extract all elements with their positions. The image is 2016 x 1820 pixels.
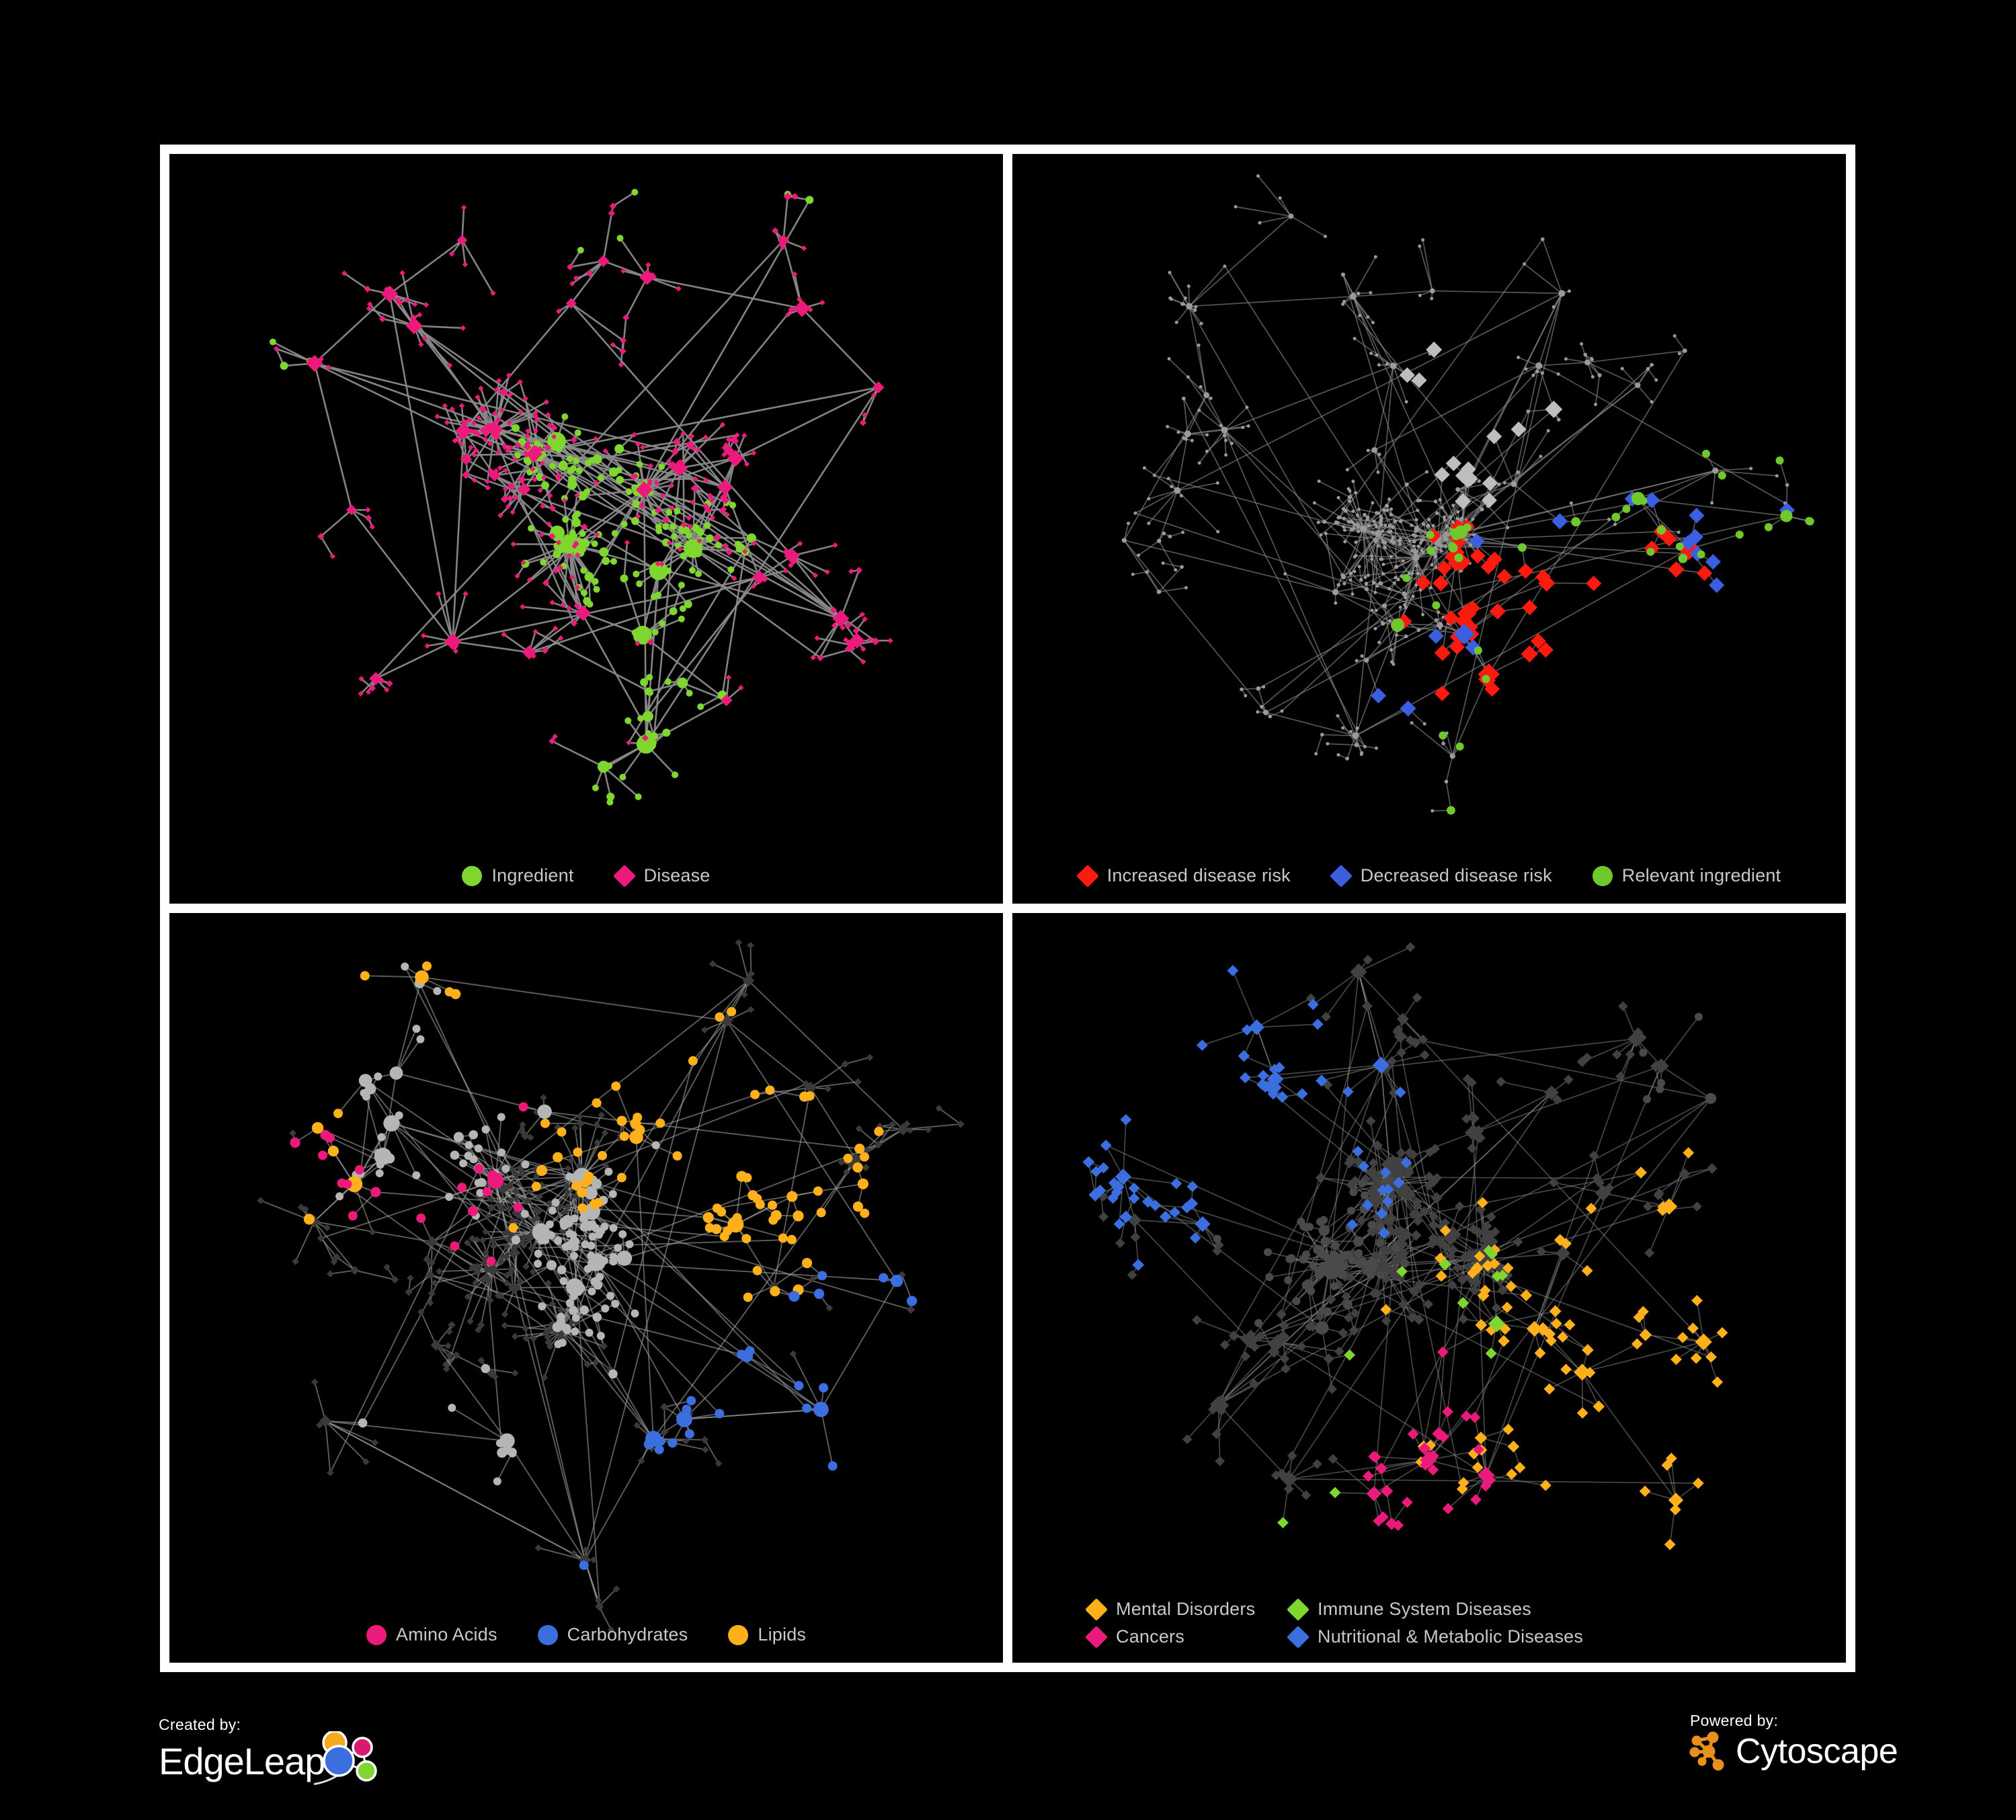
powered-by-label: Powered by: — [1690, 1712, 1779, 1729]
edgeleap-mark: EdgeLeap — [159, 1731, 388, 1788]
panel-ingredient-class[interactable]: Amino Acids Carbohydrates Lipids — [169, 913, 1003, 1663]
cytoscape-network-icon — [1689, 1731, 1724, 1771]
created-by-label: Created by: — [159, 1716, 241, 1733]
network-canvas-1[interactable] — [169, 154, 1003, 904]
edgeleap-logo[interactable]: Created by: EdgeLeap — [159, 1716, 388, 1788]
network-canvas-3[interactable] — [169, 913, 1003, 1663]
network-canvas-4[interactable] — [1012, 913, 1846, 1663]
panel-disease-risk[interactable]: Increased disease risk Decreased disease… — [1012, 154, 1846, 904]
cytoscape-logo[interactable]: Powered by: Cytoscape — [1689, 1712, 1898, 1772]
panel-disease-class[interactable]: Mental Disorders Immune System Diseases … — [1012, 913, 1846, 1663]
edgeleap-wordmark: EdgeLeap — [159, 1740, 325, 1782]
network-canvas-2[interactable] — [1012, 154, 1846, 904]
panel-ingredient-disease[interactable]: Ingredient Disease — [169, 154, 1003, 904]
cytoscape-mark: Cytoscape — [1689, 1731, 1898, 1772]
edgeleap-graph-icon — [314, 1731, 378, 1786]
cytoscape-wordmark: Cytoscape — [1736, 1732, 1898, 1771]
panel-grid: Ingredient Disease Increased disease ris… — [160, 145, 1855, 1672]
